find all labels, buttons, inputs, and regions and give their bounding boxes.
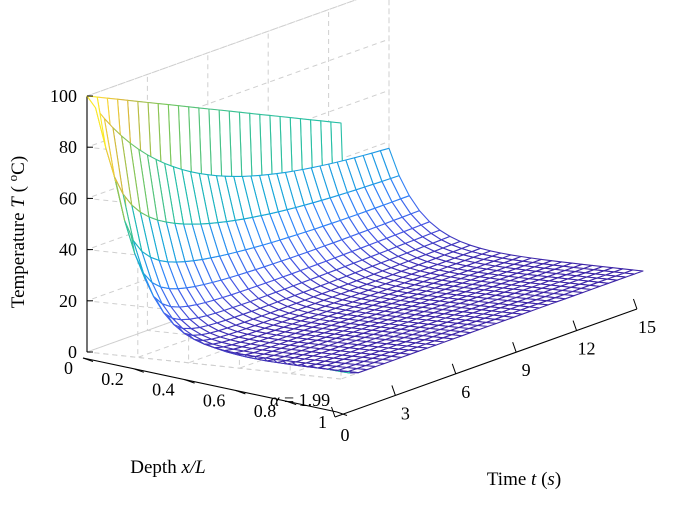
alpha-annotation: α = 1.99	[270, 390, 330, 410]
y-axis-label: Depth x/L	[130, 457, 205, 478]
x-tick-label: 12	[578, 339, 596, 359]
x-tick-mark	[451, 363, 457, 374]
z-tick-label: 100	[50, 86, 77, 106]
axis-lines	[82, 96, 638, 418]
z-axis-label: Temperature T ( oC)	[5, 156, 29, 308]
temperature-surface	[86, 95, 644, 374]
x-tick-label: 9	[522, 360, 531, 380]
x-tick-label: 0	[341, 425, 350, 445]
y-tick-label: 0.2	[101, 369, 124, 389]
x-tick-mark	[512, 342, 517, 353]
x-tick-label: 15	[638, 317, 656, 337]
y-tick-mark	[286, 400, 297, 406]
surface-cell	[86, 95, 107, 149]
y-tick-mark	[235, 389, 246, 395]
y-tick-label: 0.6	[203, 390, 226, 410]
y-axis-line	[82, 357, 338, 413]
x-axis-line	[334, 308, 638, 418]
z-tick-label: 20	[59, 291, 77, 311]
x-tick-mark	[391, 385, 396, 396]
x-tick-label: 6	[461, 382, 470, 402]
x-tick-label: 3	[401, 403, 410, 423]
x-tick-mark	[331, 406, 336, 418]
y-tick-label: 1	[318, 412, 327, 432]
x-tick-mark	[632, 298, 638, 310]
svg-text:Temperature T ( oC): Temperature T ( oC)	[5, 156, 29, 308]
y-tick-label: 0.4	[152, 380, 175, 400]
y-tick-label: 0.8	[254, 401, 277, 421]
x-axis-label: Time t (s)	[487, 469, 561, 490]
x-tick-mark	[572, 320, 578, 331]
z-tick-label: 0	[68, 342, 77, 362]
y-tick-mark	[82, 357, 94, 362]
z-tick-label: 40	[59, 240, 77, 260]
y-tick-mark	[184, 379, 195, 384]
y-tick-mark	[336, 411, 348, 416]
z-tick-label: 80	[59, 137, 77, 157]
y-tick-mark	[133, 368, 144, 373]
z-tick-label: 60	[59, 188, 77, 208]
y-tick-label: 0	[64, 358, 73, 378]
